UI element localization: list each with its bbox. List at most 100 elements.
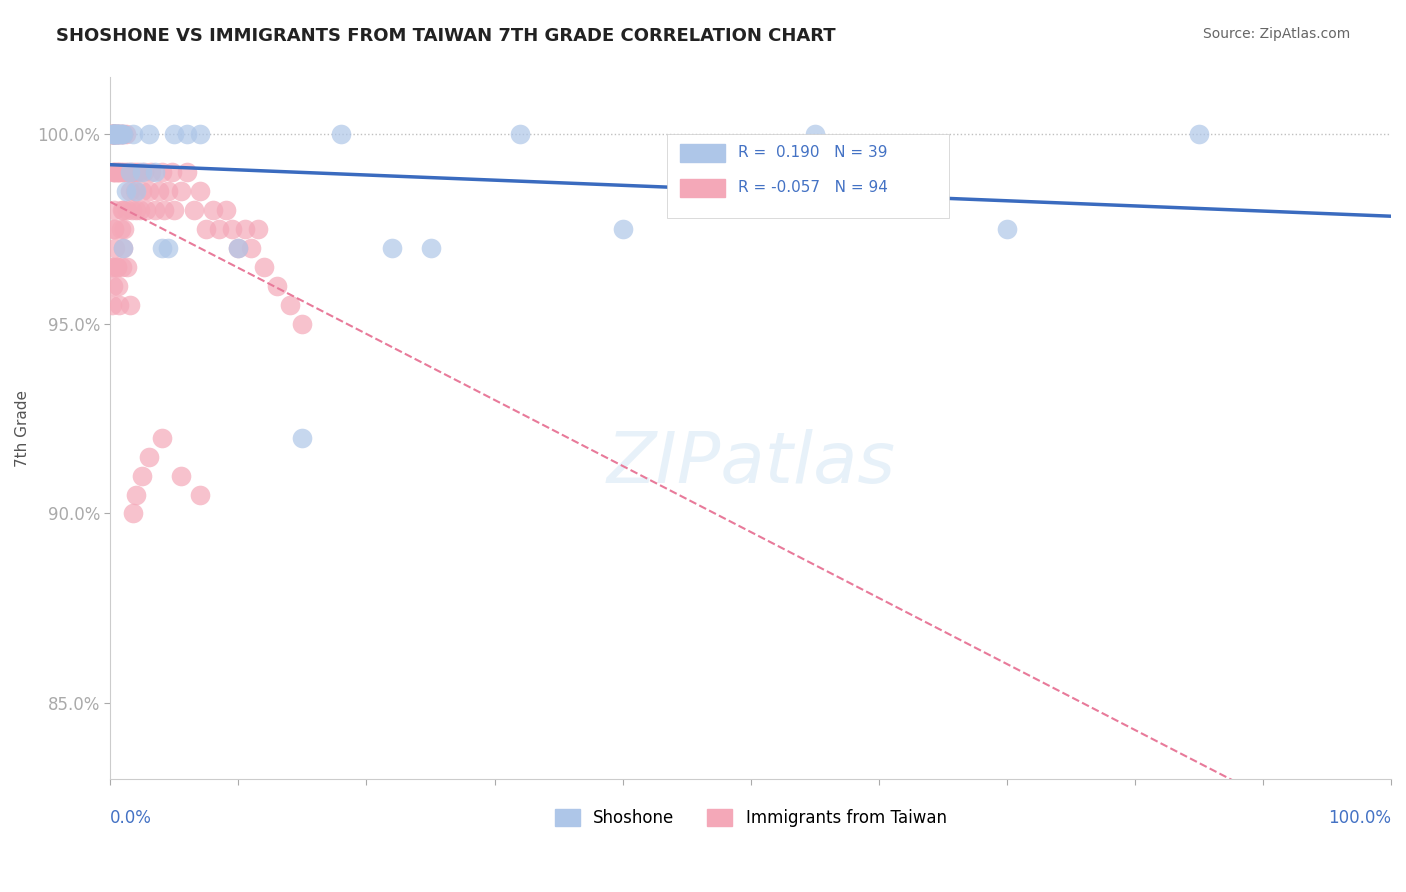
Point xyxy=(118,165,141,179)
Point xyxy=(132,165,155,179)
Point xyxy=(103,128,125,142)
Point xyxy=(107,128,129,142)
Point xyxy=(100,260,122,274)
Point xyxy=(110,128,132,142)
Point xyxy=(291,317,314,331)
Point xyxy=(100,128,122,142)
Point xyxy=(112,203,135,218)
Point xyxy=(143,165,166,179)
Point xyxy=(101,128,124,142)
Point xyxy=(233,222,256,236)
Point xyxy=(150,431,173,445)
Point xyxy=(104,128,127,142)
Point xyxy=(103,128,125,142)
Point xyxy=(112,241,135,255)
Point xyxy=(156,184,179,198)
Point xyxy=(114,184,136,198)
FancyBboxPatch shape xyxy=(681,179,725,197)
Point xyxy=(278,298,301,312)
Point xyxy=(125,184,148,198)
Point xyxy=(104,241,127,255)
Point xyxy=(131,468,153,483)
Point xyxy=(101,128,124,142)
Point xyxy=(128,165,150,179)
Point xyxy=(803,128,825,142)
Point xyxy=(170,184,193,198)
Point xyxy=(101,260,124,274)
Point xyxy=(111,203,134,218)
Point xyxy=(111,260,134,274)
Point xyxy=(107,128,129,142)
Point xyxy=(108,298,131,312)
Point xyxy=(120,165,142,179)
Point xyxy=(115,260,138,274)
Point xyxy=(214,203,236,218)
Point xyxy=(188,487,211,501)
Point xyxy=(122,128,145,142)
Point xyxy=(107,279,129,293)
Text: R = -0.057   N = 94: R = -0.057 N = 94 xyxy=(738,180,887,195)
Point xyxy=(104,128,127,142)
Point xyxy=(125,165,148,179)
Point xyxy=(266,279,288,293)
Point xyxy=(100,128,122,142)
Point xyxy=(111,128,134,142)
Point xyxy=(170,468,193,483)
Point xyxy=(105,128,128,142)
Point xyxy=(138,450,160,464)
Point xyxy=(221,222,243,236)
Point xyxy=(228,241,250,255)
Point xyxy=(125,203,148,218)
Point xyxy=(141,165,163,179)
Point xyxy=(163,128,186,142)
Point xyxy=(124,184,146,198)
Point xyxy=(111,128,134,142)
Text: 100.0%: 100.0% xyxy=(1329,809,1391,827)
Point xyxy=(107,165,129,179)
Point xyxy=(195,222,218,236)
Point xyxy=(105,260,128,274)
Point xyxy=(228,241,250,255)
Point xyxy=(135,203,157,218)
Text: 0.0%: 0.0% xyxy=(110,809,152,827)
Point xyxy=(1188,128,1211,142)
Point xyxy=(105,260,128,274)
Point xyxy=(131,165,153,179)
Point xyxy=(112,165,135,179)
Point xyxy=(103,128,125,142)
Point xyxy=(163,203,186,218)
Point xyxy=(112,128,135,142)
Point xyxy=(100,128,122,142)
Legend: Shoshone, Immigrants from Taiwan: Shoshone, Immigrants from Taiwan xyxy=(548,802,953,834)
Point xyxy=(114,222,136,236)
Point xyxy=(509,128,531,142)
Point xyxy=(122,165,145,179)
Point xyxy=(176,128,198,142)
Point xyxy=(150,241,173,255)
Point xyxy=(103,222,125,236)
Point xyxy=(150,165,173,179)
Point xyxy=(201,203,224,218)
Point xyxy=(246,222,269,236)
Point xyxy=(138,128,160,142)
Point xyxy=(103,222,125,236)
Point xyxy=(419,241,441,255)
Text: Source: ZipAtlas.com: Source: ZipAtlas.com xyxy=(1202,27,1350,41)
Point xyxy=(329,128,352,142)
Point xyxy=(110,128,132,142)
Point xyxy=(104,165,127,179)
Point xyxy=(105,128,128,142)
Point xyxy=(160,165,183,179)
Point xyxy=(101,128,124,142)
Point xyxy=(103,128,125,142)
Point xyxy=(128,203,150,218)
Point xyxy=(995,222,1018,236)
Point xyxy=(131,184,153,198)
Text: ZIPatlas: ZIPatlas xyxy=(606,429,896,498)
Point xyxy=(110,165,132,179)
Text: SHOSHONE VS IMMIGRANTS FROM TAIWAN 7TH GRADE CORRELATION CHART: SHOSHONE VS IMMIGRANTS FROM TAIWAN 7TH G… xyxy=(56,27,835,45)
Point xyxy=(118,184,141,198)
Point xyxy=(103,203,125,218)
Point xyxy=(114,165,136,179)
Point xyxy=(107,128,129,142)
